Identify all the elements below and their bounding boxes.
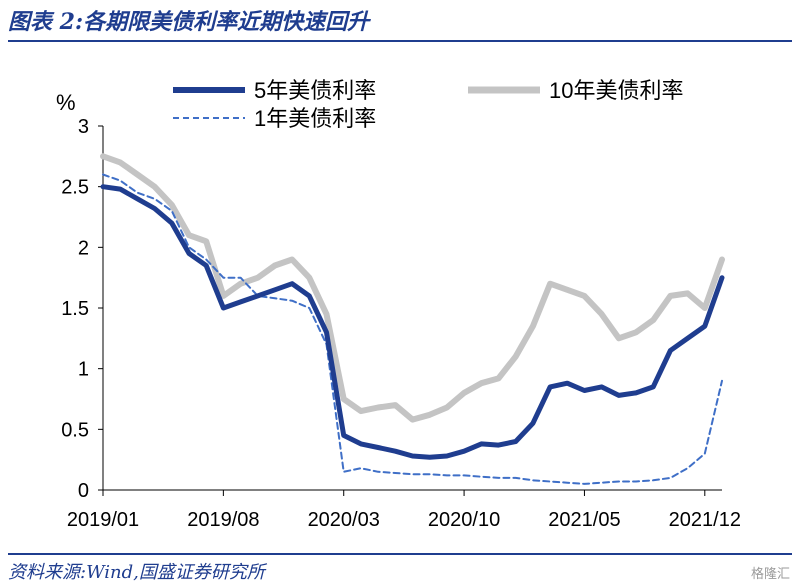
- series-line-5y: [100, 184, 725, 460]
- legend-label: 5年美债利率: [254, 78, 376, 103]
- y-tick-label: 2: [78, 237, 89, 259]
- x-tick-label: 2019/01: [67, 509, 139, 531]
- chart-legend: 5年美债利率 10年美债利率 1年美债利率: [173, 78, 683, 131]
- x-tick-label: 2021/12: [669, 509, 741, 531]
- y-tick-label: 1.5: [61, 298, 89, 320]
- y-axis-label: %: [56, 90, 76, 115]
- x-tick-label: 2019/08: [187, 509, 259, 531]
- legend-label: 10年美债利率: [549, 78, 683, 103]
- x-tick-label: 2021/05: [548, 509, 620, 531]
- x-tick-label: 2020/03: [308, 509, 380, 531]
- title-divider: [8, 40, 792, 42]
- series-line-1y: [102, 173, 723, 485]
- watermark-logo: 格隆汇: [750, 567, 790, 582]
- y-tick-label: 0.5: [61, 419, 89, 441]
- y-tick-label: 0: [78, 480, 89, 502]
- legend-label: 1年美债利率: [254, 106, 376, 131]
- chart-lines: [100, 153, 725, 485]
- x-tick-label: 2020/10: [428, 509, 500, 531]
- series-line-10y: [100, 153, 725, 423]
- y-tick-label: 2.5: [61, 177, 89, 199]
- y-tick-label: 3: [78, 116, 89, 138]
- source-note: 资料来源:Wind,国盛证券研究所: [8, 562, 265, 583]
- y-tick-label: 1: [78, 359, 89, 381]
- figure-title: 图表 2:各期限美债利率近期快速回升: [8, 9, 370, 35]
- chart-axes: 0 0.5 1 1.5 2 2.5 3% 2019/01 2019/08 2020/03 2020/…: [56, 90, 741, 531]
- source-divider: [8, 553, 792, 555]
